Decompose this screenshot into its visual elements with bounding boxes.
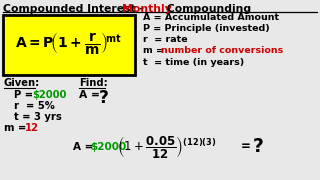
Text: number of conversions: number of conversions xyxy=(161,46,283,55)
Text: ?: ? xyxy=(99,89,109,107)
Text: Compounded Interest -: Compounded Interest - xyxy=(3,4,148,14)
FancyBboxPatch shape xyxy=(3,15,135,75)
Text: A =: A = xyxy=(73,142,97,152)
Text: t  = time (in years): t = time (in years) xyxy=(143,58,244,67)
Text: =: = xyxy=(241,141,255,154)
Text: A = Accumulated Amount: A = Accumulated Amount xyxy=(143,13,279,22)
Text: Given:: Given: xyxy=(4,78,40,88)
Text: P = Principle (invested): P = Principle (invested) xyxy=(143,24,270,33)
Text: Find:: Find: xyxy=(79,78,108,88)
Text: ?: ? xyxy=(253,136,264,156)
Text: $2000: $2000 xyxy=(90,142,126,152)
Text: r  = 5%: r = 5% xyxy=(14,101,55,111)
Text: t = 3 yrs: t = 3 yrs xyxy=(14,112,62,122)
Text: $\mathbf{A = P\!\left(1+\dfrac{r}{m}\right)^{\!mt}}$: $\mathbf{A = P\!\left(1+\dfrac{r}{m}\rig… xyxy=(15,30,123,56)
Text: A =: A = xyxy=(79,90,104,100)
Text: $\left(1+\dfrac{\mathbf{0.05}}{\mathbf{12}}\right)^{\mathbf{(12)(3)}}$: $\left(1+\dfrac{\mathbf{0.05}}{\mathbf{1… xyxy=(117,134,216,160)
Text: 12: 12 xyxy=(25,123,39,133)
Text: m =: m = xyxy=(4,123,30,133)
Text: $2000: $2000 xyxy=(32,90,66,100)
Text: Monthly: Monthly xyxy=(122,4,172,14)
Text: r  = rate: r = rate xyxy=(143,35,188,44)
Text: m =: m = xyxy=(143,46,167,55)
Text: Compounding: Compounding xyxy=(163,4,251,14)
Text: P =: P = xyxy=(14,90,36,100)
